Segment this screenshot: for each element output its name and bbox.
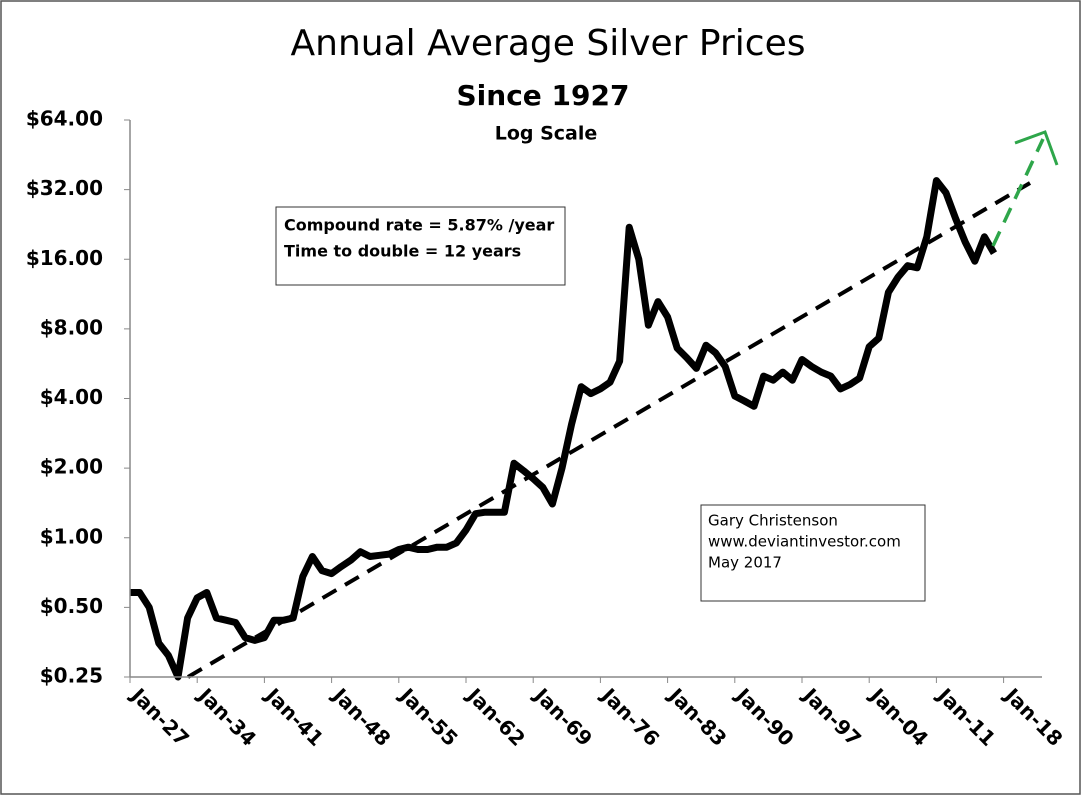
chart-title: Annual Average Silver Prices <box>291 23 806 64</box>
x-tick-label: Jan-41 <box>260 682 329 751</box>
y-tick-label: $16.00 <box>26 246 103 270</box>
x-tick-label: Jan-76 <box>596 682 665 751</box>
x-tick-label: Jan-97 <box>797 682 866 751</box>
y-tick-label: $1.00 <box>40 524 103 548</box>
scale-note: Log Scale <box>495 123 598 145</box>
y-tick-label: $0.25 <box>40 664 103 688</box>
x-tick-label: Jan-90 <box>730 682 799 751</box>
x-tick-label: Jan-62 <box>461 682 530 751</box>
projection-arrowhead <box>1014 130 1059 166</box>
y-tick-label: $32.00 <box>26 176 103 200</box>
projection-arrow <box>991 138 1045 247</box>
attribution-box <box>700 504 926 602</box>
trend-line <box>186 181 1032 679</box>
attribution-line: www.deviantinvestor.com <box>708 533 901 551</box>
x-tick-label: Jan-18 <box>999 682 1068 751</box>
chart-subtitle: Since 1927 <box>457 79 630 112</box>
y-tick-label: $8.00 <box>40 315 103 339</box>
x-tick-label: Jan-04 <box>864 682 933 751</box>
y-tick-label: $4.00 <box>40 385 103 409</box>
annotation-line: Time to double = 12 years <box>284 242 521 261</box>
annotation-box <box>275 206 566 286</box>
attribution-line: Gary Christenson <box>708 512 838 530</box>
attribution-line: May 2017 <box>708 554 782 572</box>
annotation-line: Compound rate = 5.87% /year <box>284 216 554 235</box>
y-tick-label: $2.00 <box>40 455 103 479</box>
y-tick-label: $64.00 <box>26 107 103 131</box>
x-tick-label: Jan-69 <box>528 682 597 751</box>
x-tick-label: Jan-34 <box>192 682 261 751</box>
x-tick-label: Jan-11 <box>932 682 1001 751</box>
y-tick-label: $0.50 <box>40 594 103 618</box>
x-tick-label: Jan-27 <box>125 682 194 751</box>
x-tick-label: Jan-55 <box>394 682 463 751</box>
x-tick-label: Jan-83 <box>663 682 732 751</box>
price-line <box>130 177 998 681</box>
x-tick-label: Jan-48 <box>327 682 396 751</box>
